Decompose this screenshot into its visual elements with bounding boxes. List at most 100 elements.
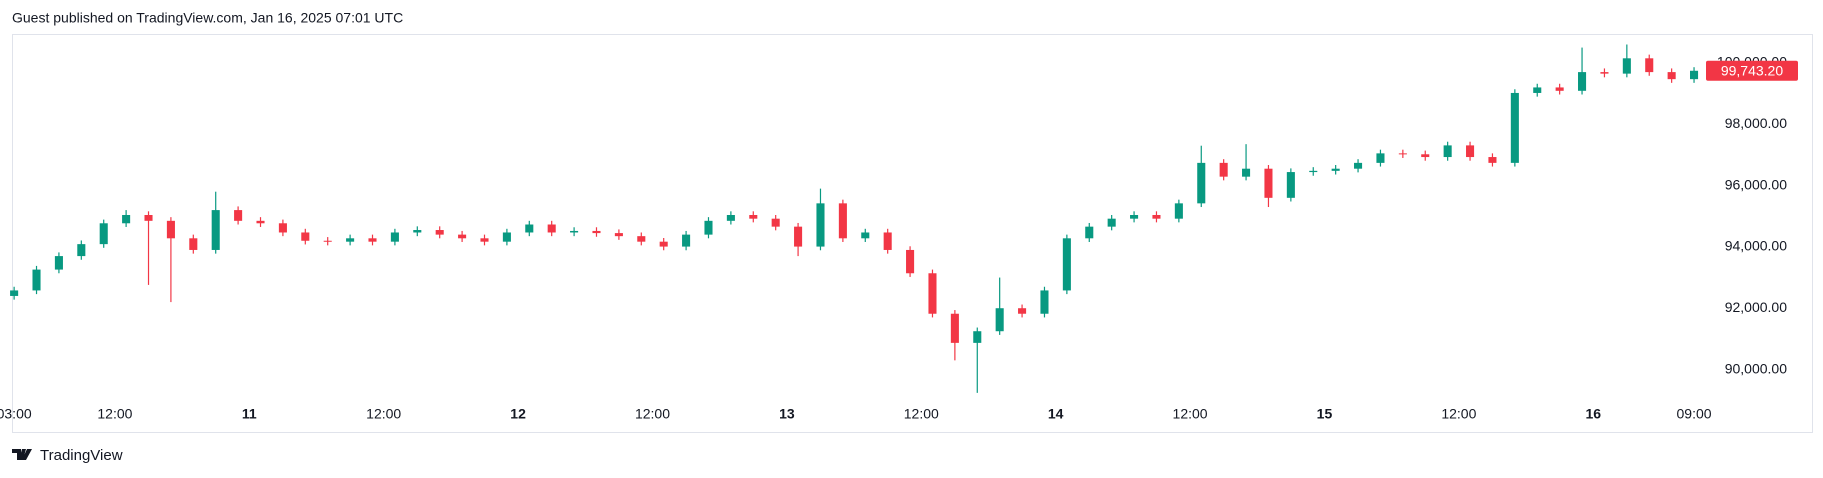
candle-body [659,241,668,247]
x-tick-label: 14 [1048,406,1064,422]
candle-body [77,244,86,257]
candle-body [861,232,870,239]
candle-body [771,218,780,227]
candle-body [32,269,41,291]
candle-body [1309,170,1318,173]
candle-body [1331,168,1340,171]
candle-body [458,234,467,239]
candle-body [1286,172,1295,198]
candle-body [1107,218,1116,227]
x-tick-label: 12:00 [366,406,401,422]
candle-body [1398,153,1407,155]
candle-body [816,203,825,247]
candle-body [570,230,579,233]
candle-body [1645,58,1654,73]
candle-body [1040,290,1049,314]
candle-body [166,220,175,239]
candle-body [682,234,691,247]
candle-body [1354,162,1363,169]
candle-body [614,233,623,237]
candle-body [1018,308,1027,314]
x-tick-label: 12:00 [97,406,132,422]
x-tick-label: 13 [779,406,795,422]
x-tick-label: 12:00 [1441,406,1476,422]
price-label-text: 99,743.20 [1721,62,1783,78]
candle-body [480,238,489,242]
chart-frame [12,34,1813,433]
candle-body [278,223,287,233]
y-tick-label: 96,000.00 [1725,176,1787,192]
candle-body [1174,203,1183,219]
candle-body [144,215,153,221]
candle-body [1622,58,1631,74]
candle-body [950,313,959,343]
candle-body [346,238,355,242]
y-tick-label: 94,000.00 [1725,238,1787,254]
candle-body [973,331,982,343]
candle-body [1152,215,1161,219]
x-tick-label: 12:00 [1173,406,1208,422]
candle-body [637,236,646,242]
candle-body [234,210,243,221]
candle-body [592,230,601,234]
candle-body [390,232,399,242]
candle-body [547,224,556,233]
footer-logo: TradingView [12,447,123,464]
candle-body [1488,157,1497,163]
header-text: Guest published on TradingView.com, Jan … [12,10,403,26]
candle-body [749,215,758,219]
candle-body [323,240,332,242]
candle-body [525,224,534,233]
candle-body [1062,238,1071,291]
candle-body [122,215,131,224]
candle-body [794,226,803,247]
candle-body [99,223,108,245]
y-tick-label: 98,000.00 [1725,115,1787,131]
x-tick-label: 16 [1585,406,1601,422]
candle-body [368,238,377,242]
candle-body [1421,154,1430,158]
candle-body [1690,70,1699,80]
candle-body [189,238,198,250]
candle-body [1219,162,1228,177]
x-tick-label: 09:00 [1677,406,1712,422]
candle-body [1264,168,1273,198]
candle-body [704,220,713,235]
candle-body [301,232,310,241]
price-label-box [1706,60,1798,81]
candle-body [906,249,915,274]
candle-body [1197,162,1206,204]
candle-body [435,230,444,235]
candle-body [1600,72,1609,74]
candle-body [1667,72,1676,80]
candle-body [883,232,892,250]
candle-body [1376,153,1385,163]
candle-body [928,273,937,314]
candle-body [54,256,63,270]
x-tick-label: 11 [242,406,257,422]
x-tick-label: 12:00 [635,406,670,422]
candle-body [838,203,847,239]
candle-body [1578,72,1587,91]
x-tick-label: 12 [510,406,526,422]
candle-body [995,308,1004,332]
candle-body [1466,145,1475,158]
candles [10,44,1699,393]
candle-body [1443,145,1452,158]
candle-body [413,230,422,233]
candle-body [1533,87,1542,93]
y-tick-label: 92,000.00 [1725,299,1787,315]
candle-body [1555,87,1564,91]
candle-body [1085,226,1094,239]
x-tick-label: 15 [1317,406,1333,422]
logo-mark [12,449,32,460]
x-tick-label: 03:00 [0,406,32,422]
candle-body [256,220,265,224]
candle-body [1130,215,1139,219]
footer-text: TradingView [40,447,123,464]
candle-body [10,290,19,296]
candle-body [726,215,735,221]
y-tick-label: 90,000.00 [1725,360,1787,376]
